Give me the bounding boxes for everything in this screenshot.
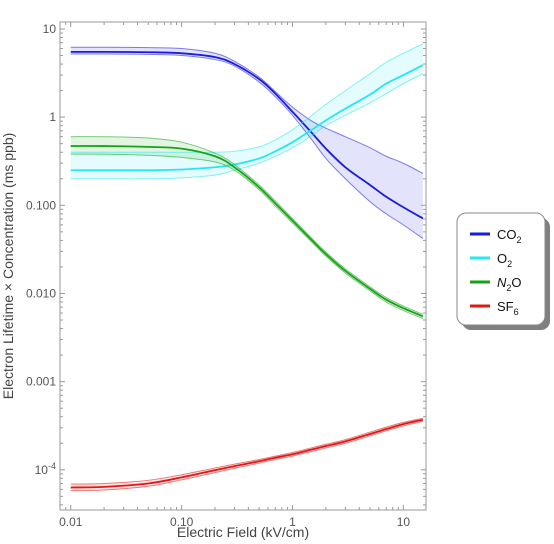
plot-frame — [59, 21, 427, 511]
y-tick-label-exponent: -4 — [48, 461, 56, 471]
y-tick-label: 0.010 — [26, 286, 56, 300]
y-tick-label: 10-4 — [35, 461, 56, 477]
legend-label-o2: O2 — [497, 251, 512, 269]
legend-label-n2o: N2O — [497, 275, 522, 293]
y-axis-title: Electron Lifetime × Concentration (ms pp… — [0, 133, 16, 400]
line-lower-n2o — [70, 153, 424, 319]
y-tick-label: 1 — [49, 110, 56, 124]
line-upper-n2o — [70, 136, 424, 315]
legend-label-sf6: SF6 — [497, 299, 519, 317]
x-axis-title: Electric Field (kV/cm) — [177, 524, 309, 540]
band-co2 — [70, 47, 423, 239]
line-upper-o2 — [70, 43, 424, 153]
line-lower-o2 — [70, 73, 424, 180]
legend-label-co2: CO2 — [497, 227, 522, 245]
y-tick-label-base: 10 — [35, 463, 49, 477]
line-lower-co2 — [70, 53, 424, 239]
legend-label-main: O — [497, 251, 507, 266]
legend-label-tail: O — [511, 275, 521, 290]
legend-label-main: SF — [497, 299, 514, 314]
x-tick-labels: 0.01 0.10 1 10 — [59, 515, 410, 529]
x-tick-label: 0.01 — [59, 515, 83, 529]
legend-label-subscript: 2 — [506, 283, 511, 293]
y-tick-label: 0.100 — [26, 198, 56, 212]
x-tick-label: 1 — [289, 515, 296, 529]
y-tick-label: 10 — [43, 22, 57, 36]
legend-label-subscript: 2 — [517, 235, 522, 245]
legend-label-main: N — [497, 275, 507, 290]
line-lower-sf6 — [70, 420, 424, 492]
legend-label-subscript: 6 — [514, 307, 519, 317]
line-sf6 — [70, 418, 424, 489]
line-o2 — [70, 64, 424, 172]
x-tick-label: 0.10 — [170, 515, 194, 529]
legend-label-main: CO — [497, 227, 517, 242]
series-lines — [70, 43, 424, 492]
line-upper-co2 — [70, 46, 424, 174]
legend-label-subscript: 2 — [507, 259, 512, 269]
line-n2o — [70, 145, 424, 318]
x-tick-label: 10 — [397, 515, 411, 529]
line-co2 — [70, 50, 424, 220]
legend-box — [456, 212, 546, 326]
line-upper-sf6 — [70, 417, 423, 485]
axis-ticks — [59, 22, 426, 510]
y-tick-label: 0.001 — [26, 375, 56, 389]
